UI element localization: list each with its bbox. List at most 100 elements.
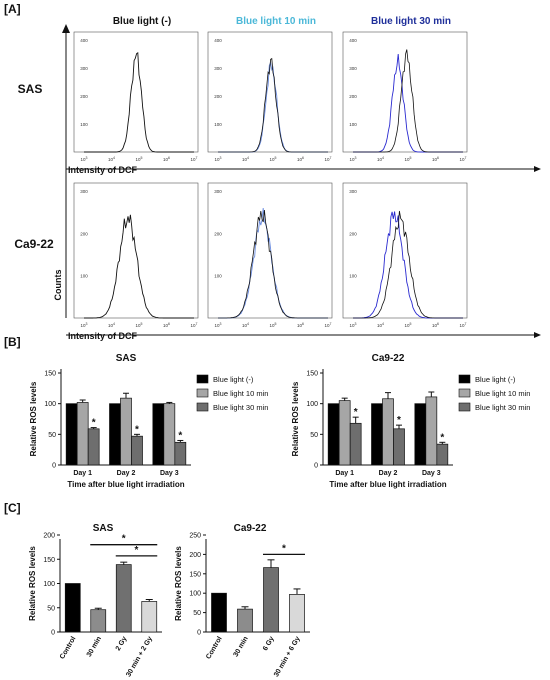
y-tick-ca922-col3-200: 200 [349,231,357,236]
x-tick-ca922-col1-3: 106 [163,322,170,328]
y-label-b-ca922: Relative ROS levels [291,381,300,456]
x-tick-sas-col1-4: 107 [191,156,198,162]
y-tick-b-ca922-100: 100 [306,401,318,408]
x-tick-ca922-col1-2: 105 [136,322,143,328]
counts-label: Counts [53,270,63,301]
x-tick-sas-col2-1: 104 [242,156,249,162]
y-tick-sas-col1-400: 400 [80,38,88,43]
legend-swatch-b-ca922-1 [458,388,471,398]
y-tick-b-sas-0: 0 [52,463,56,470]
x-tick-c-ca922-3: 30 min + 6 Gy [273,635,302,678]
y-tick-sas-col1-300: 300 [80,66,88,71]
histogram-treated-ca922-col2 [218,208,328,319]
x-tick-b-ca922-2: Day 3 [422,470,441,477]
x-tick-sas-col1-3: 106 [163,156,170,162]
bar-b-sas-s0-1 [109,403,121,466]
bar-b-ca922-s1-0 [338,400,351,466]
x-tick-sas-col2-0: 103 [215,156,222,162]
bar-b-ca922-s2-1 [393,428,405,466]
y-tick-ca922-col2-300: 300 [214,189,222,194]
y-tick-sas-col2-100: 100 [214,122,222,127]
histogram-control-ca922-col1 [84,214,194,319]
x-tick-ca922-col2-0: 103 [215,322,222,328]
y-tick-b-ca922-50: 50 [310,432,318,439]
title-c-ca922: Ca9-22 [234,523,267,534]
y-tick-sas-col1-100: 100 [80,122,88,127]
dcf-label-2: Intensity of DCF [68,331,138,341]
histogram-frame-sas-col3 [342,31,468,153]
y-tick-c-sas-150: 150 [43,557,55,564]
x-tick-ca922-col3-1: 104 [377,322,384,328]
sig-star-c-sas-0: * [122,534,126,545]
histogram-frame-sas-col2 [207,31,333,153]
y-tick-ca922-col1-300: 300 [80,189,88,194]
bar-c-sas-0 [64,583,81,633]
legend-label-b-ca922-0: Blue light (-) [475,375,516,384]
y-tick-b-ca922-0: 0 [314,463,318,470]
y-tick-ca922-col3-300: 300 [349,189,357,194]
y-tick-c-sas-50: 50 [47,605,55,612]
x-tick-c-ca922-2: 6 Gy [262,635,276,652]
x-tick-b-sas-1: Day 2 [117,470,136,477]
y-tick-b-sas-100: 100 [44,401,56,408]
legend-swatch-b-ca922-2 [458,402,471,412]
x-label-b-ca922: Time after blue light irradiation [329,480,446,489]
counts-arrowhead [62,24,70,33]
x-tick-sas-col1-0: 103 [81,156,88,162]
histogram-frame-sas-col1 [73,31,199,153]
bar-b-sas-s2-2 [174,441,187,466]
x-label-b-sas: Time after blue light irradiation [67,480,184,489]
bar-c-sas-1 [90,609,107,633]
y-tick-c-ca922-150: 150 [189,571,201,578]
y-tick-ca922-col3-100: 100 [349,274,357,279]
sig-star-c-ca922-0: * [282,543,286,554]
bar-b-sas-s2-0 [87,428,100,466]
y-label-c-ca922: Relative ROS levels [174,546,183,621]
y-tick-sas-col2-400: 400 [214,38,222,43]
bar-c-sas-3 [141,601,158,633]
y-tick-sas-col3-100: 100 [349,122,357,127]
histogram-control-ca922-col3 [353,210,463,319]
bar-b-ca922-s0-2 [414,403,427,466]
x-tick-sas-col1-2: 105 [136,156,143,162]
bar-c-ca922-2 [263,567,279,633]
y-tick-ca922-col1-200: 200 [80,231,88,236]
x-tick-sas-col3-3: 106 [432,156,439,162]
y-tick-ca922-col2-100: 100 [214,274,222,279]
x-tick-ca922-col3-3: 106 [432,322,439,328]
legend-label-b-sas-0: Blue light (-) [213,375,254,384]
title-c-sas: SAS [93,523,114,534]
star-b-ca922-0: * [354,407,358,418]
histogram-control-sas-col1 [84,51,194,153]
legend-swatch-b-sas-2 [196,402,209,412]
bar-b-sas-s1-2 [163,403,176,466]
bar-c-ca922-3 [289,594,305,633]
x-tick-ca922-col1-1: 104 [108,322,115,328]
y-tick-c-ca922-250: 250 [189,533,201,540]
x-tick-ca922-col2-4: 107 [325,322,332,328]
x-tick-ca922-col3-4: 107 [460,322,467,328]
legend-label-b-sas-1: Blue light 10 min [213,389,268,398]
bar-b-sas-s0-0 [65,403,78,466]
histogram-treated-ca922-col3 [353,211,463,319]
dcf-label-1: Intensity of DCF [68,165,138,175]
y-tick-c-ca922-0: 0 [197,630,201,637]
legend-swatch-b-sas-0 [196,374,209,384]
column-title-1: Blue light (-) [113,16,171,27]
row-label-sas: SAS [18,82,43,96]
title-b-ca922: Ca9-22 [372,353,405,364]
y-tick-c-ca922-200: 200 [189,552,201,559]
legend-label-b-ca922-2: Blue light 30 min [475,403,530,412]
y-tick-b-ca922-150: 150 [306,371,318,378]
histogram-frame-ca922-col1 [73,182,199,319]
histogram-treated-sas-col2 [218,61,328,153]
histogram-control-ca922-col2 [218,210,328,319]
column-title-2: Blue light 10 min [236,16,316,27]
x-tick-ca922-col3-0: 103 [350,322,357,328]
legend-swatch-b-ca922-0 [458,374,471,384]
y-tick-sas-col3-300: 300 [349,66,357,71]
x-tick-sas-col3-0: 103 [350,156,357,162]
x-tick-sas-col2-4: 107 [325,156,332,162]
histogram-control-sas-col2 [218,57,328,153]
x-tick-b-ca922-1: Day 2 [379,470,398,477]
